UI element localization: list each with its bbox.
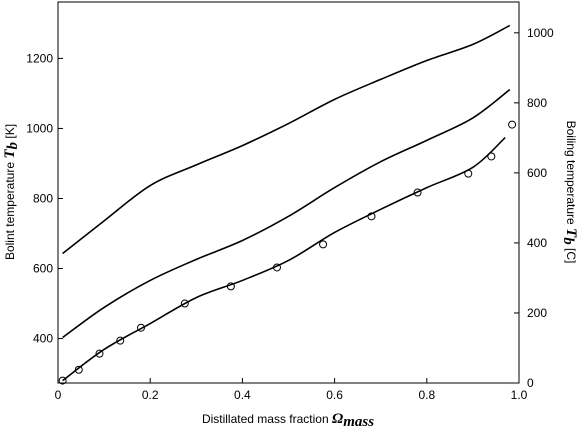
x-label-text: Distillated mass fraction [202, 412, 329, 426]
y2-label-unit: [C] [564, 248, 578, 263]
y-tick-label: 600 [33, 262, 53, 276]
x-label-symbol: Ω [332, 411, 343, 427]
y-label-text: Bolint temperature [3, 162, 17, 260]
marker [136, 323, 145, 332]
y2-tick-label: 0 [527, 376, 534, 390]
curve [62, 24, 511, 255]
y-label-symbol: T [2, 149, 18, 159]
marker [413, 188, 422, 197]
plot-frame [57, 1, 520, 384]
y-tick-label: 400 [33, 332, 53, 346]
marker [508, 120, 517, 129]
marker [487, 152, 496, 161]
y2-axis-label: Boiling temperature Tb [C] [560, 121, 579, 264]
y-label-sub: b [5, 141, 21, 149]
y2-tick-label: 1000 [527, 26, 554, 40]
marker [464, 169, 473, 178]
y-tick-label: 800 [33, 191, 53, 205]
x-tick-label: 0.8 [418, 388, 435, 402]
y2-label-symbol: T [563, 228, 579, 238]
x-tick-label: 0.4 [234, 388, 251, 402]
x-tick-label: 0.2 [142, 388, 159, 402]
y-label-unit: [K] [3, 124, 17, 139]
x-tick-label: 0 [55, 388, 62, 402]
marker [74, 365, 83, 374]
y2-tick-label: 200 [527, 306, 547, 320]
y2-tick-label: 800 [527, 96, 547, 110]
marker [95, 349, 104, 358]
y2-tick-label: 600 [527, 166, 547, 180]
y-tick-label: 1000 [26, 121, 53, 135]
marker [319, 240, 328, 249]
y2-tick-label: 400 [527, 236, 547, 250]
marker [272, 263, 281, 272]
y-axis-label: Bolint temperature Tb [K] [2, 124, 21, 260]
curve [62, 88, 511, 339]
marker [226, 282, 235, 291]
x-label-sub: mass [343, 414, 374, 430]
marker [367, 212, 376, 221]
marker [180, 299, 189, 308]
x-tick-label: 0.6 [326, 388, 343, 402]
marker [116, 336, 125, 345]
y-tick-label: 1200 [26, 51, 53, 65]
x-axis-label: Distillated mass fraction Ωmass [202, 411, 374, 430]
curve [62, 136, 506, 382]
x-tick-label: 1.0 [511, 388, 528, 402]
marker [58, 376, 67, 385]
y2-label-text: Boiling temperature [564, 121, 578, 225]
y2-label-sub: b [560, 237, 576, 245]
